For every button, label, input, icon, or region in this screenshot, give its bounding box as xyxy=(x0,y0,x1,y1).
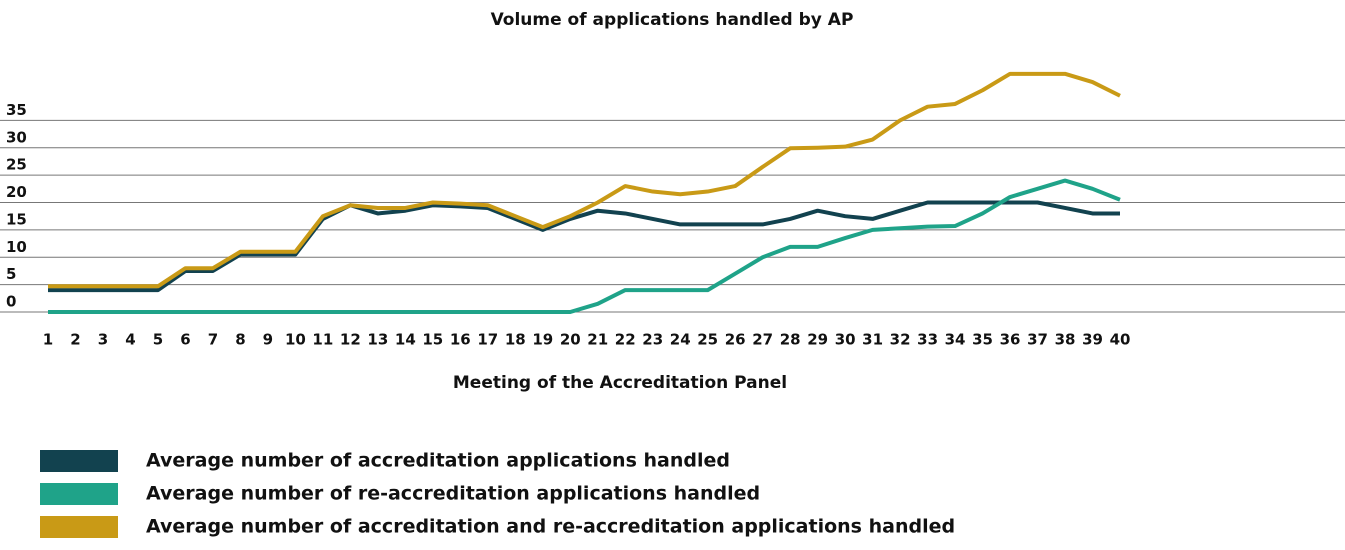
y-tick-label: 35 xyxy=(6,101,27,119)
y-tick-label: 30 xyxy=(6,128,27,146)
x-tick-label: 29 xyxy=(807,331,828,349)
x-tick-label: 2 xyxy=(70,331,80,349)
x-tick-label: 4 xyxy=(125,331,135,349)
y-tick-label: 15 xyxy=(6,210,27,228)
series-line xyxy=(48,71,1121,289)
x-tick-label: 1 xyxy=(43,331,53,349)
y-tick-label: 20 xyxy=(6,183,27,201)
x-tick-label: 3 xyxy=(98,331,108,349)
legend-swatch xyxy=(40,483,118,505)
x-tick-label: 14 xyxy=(395,331,416,349)
x-tick-label: 25 xyxy=(697,331,718,349)
x-tick-label: 39 xyxy=(1082,331,1103,349)
x-tick-label: 6 xyxy=(180,331,190,349)
x-tick-label: 32 xyxy=(890,331,911,349)
x-tick-label: 34 xyxy=(945,331,966,349)
x-tick-label: 26 xyxy=(725,331,746,349)
x-tick-label: 7 xyxy=(208,331,218,349)
x-tick-label: 9 xyxy=(263,331,273,349)
x-tick-label: 19 xyxy=(532,331,553,349)
x-tick-label: 36 xyxy=(1000,331,1021,349)
y-tick-label: 0 xyxy=(6,293,16,311)
x-tick-label: 40 xyxy=(1110,331,1131,349)
x-tick-label: 21 xyxy=(587,331,608,349)
legend-swatch xyxy=(40,450,118,472)
x-tick-label: 30 xyxy=(835,331,856,349)
x-tick-label: 18 xyxy=(505,331,526,349)
x-tick-label: 13 xyxy=(367,331,388,349)
y-tick-label: 5 xyxy=(6,265,16,283)
x-tick-label: 28 xyxy=(780,331,801,349)
chart-title: Volume of applications handled by AP xyxy=(491,10,854,30)
legend-label: Average number of accreditation and re-a… xyxy=(146,516,955,538)
x-tick-label: 20 xyxy=(560,331,581,349)
legend-label: Average number of accreditation applicat… xyxy=(146,450,730,472)
x-tick-label: 23 xyxy=(642,331,663,349)
x-tick-label: 35 xyxy=(972,331,993,349)
x-tick-label: 12 xyxy=(340,331,361,349)
x-tick-label: 17 xyxy=(477,331,498,349)
y-tick-label: 25 xyxy=(6,156,27,174)
legend-swatch xyxy=(40,516,118,538)
x-tick-label: 8 xyxy=(235,331,245,349)
x-tick-label: 27 xyxy=(752,331,773,349)
x-tick-label: 15 xyxy=(422,331,443,349)
x-axis-label: Meeting of the Accreditation Panel xyxy=(453,373,787,393)
x-tick-label: 31 xyxy=(862,331,883,349)
legend-label: Average number of re-accreditation appli… xyxy=(146,483,760,505)
series-line xyxy=(48,178,1121,314)
x-tick-label: 5 xyxy=(153,331,163,349)
series-line xyxy=(48,200,1120,293)
x-tick-label: 38 xyxy=(1055,331,1076,349)
x-tick-label: 37 xyxy=(1027,331,1048,349)
x-tick-label: 11 xyxy=(312,331,333,349)
x-tick-label: 10 xyxy=(285,331,306,349)
x-tick-label: 16 xyxy=(450,331,471,349)
x-tick-label: 33 xyxy=(917,331,938,349)
x-tick-label: 22 xyxy=(615,331,636,349)
y-tick-label: 10 xyxy=(6,238,27,256)
x-tick-label: 24 xyxy=(670,331,691,349)
